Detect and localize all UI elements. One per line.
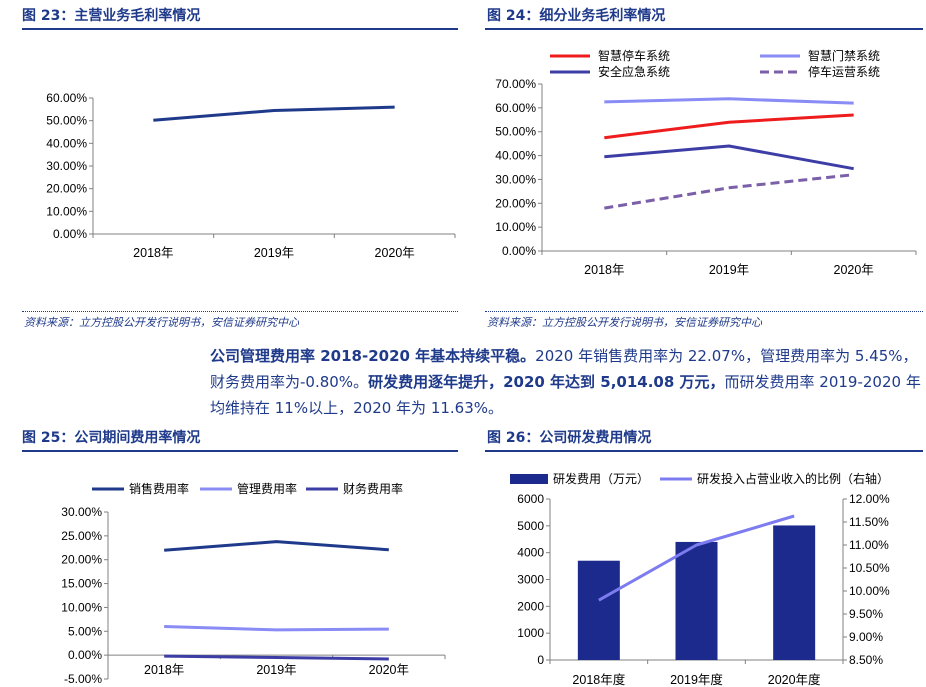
fig26-y-left-tick-label: 5000: [517, 519, 544, 533]
fig23-title: 图 23：主营业务毛利率情况: [22, 8, 201, 24]
fig23-y-tick-label: 40.00%: [46, 136, 87, 150]
fig24-series-line-4: [604, 173, 854, 210]
fig24-legend-label-4: 停车运营系统: [808, 64, 880, 79]
fig26-y-right-tick-label: 8.50%: [849, 653, 883, 667]
fig26-y-left-tick-label: 4000: [517, 546, 544, 560]
fig24-series-line-3: [604, 144, 854, 171]
fig26-bar-1: [577, 560, 620, 660]
fig23-y-tick-label: 10.00%: [46, 204, 87, 218]
fig23-y-tick-label: 50.00%: [46, 114, 87, 128]
fig24-y-tick-label: 70.00%: [495, 77, 536, 91]
fig26-y-left-tick-label: 0: [537, 653, 544, 667]
fig25-legend-label-2: 管理费用率: [237, 481, 297, 496]
para-text-2: 而研发费用率 2019-2020 年均维持在 11%以上，2020 年为 11.…: [210, 373, 921, 417]
fig26-y-right-tick-label: 10.50%: [849, 561, 890, 575]
fig25-legend-label-3: 财务费用率: [343, 481, 403, 496]
fig25-series-line-3: [164, 654, 389, 661]
fig26-chart: 0 1000 2000 3000 4000 5000 6000 8.50% 9.00% 9.50%…: [510, 471, 890, 687]
fig23-x-label: 2020年: [375, 246, 415, 260]
fig24-series-line-2: [604, 97, 854, 105]
fig26-bar-2: [675, 541, 718, 660]
fig25-y-tick-label: 20.00%: [61, 553, 102, 567]
fig23-y-tick-label: 20.00%: [46, 182, 87, 196]
fig24-series-line-1: [604, 113, 854, 140]
fig23-source: 资料来源：立方控股公开发行说明书，安信证券研究中心: [24, 316, 299, 329]
fig24-source: 资料来源：立方控股公开发行说明书，安信证券研究中心: [487, 316, 762, 329]
fig26-y-right-tick-label: 12.00%: [849, 492, 890, 506]
fig26-x-label: 2018年度: [572, 672, 625, 687]
fig26-y-left-tick-label: 2000: [517, 599, 544, 613]
fig26-legend-label-line: 研发投入占营业收入的比例（右轴）: [697, 471, 889, 486]
fig24-legend-label-1: 智慧停车系统: [598, 48, 670, 63]
fig25-x-label: 2020年: [369, 663, 409, 677]
fig26-y-right-tick-label: 9.00%: [849, 630, 883, 644]
fig26-legend-swatch-bar: [510, 474, 548, 484]
fig23-chart: 0.00% 10.00% 20.00% 30.00% 40.00% 50.00% 60.00…: [46, 91, 456, 260]
fig26-x-label: 2019年度: [670, 672, 723, 687]
fig26-y-right-tick-label: 11.00%: [849, 538, 889, 552]
fig24-x-label: 2019年: [709, 263, 749, 277]
para-text-1: 2020 年销售费用率为 22.07%，管理费用率为 5.45%，财务费用率为-…: [210, 347, 918, 391]
fig24-y-tick-label: 50.00%: [495, 125, 536, 139]
fig25-series-line-2: [164, 625, 389, 632]
para-bold-1: 公司管理费用率 2018-2020 年基本持续平稳。: [210, 347, 536, 365]
fig24-source-rule: [485, 311, 923, 312]
fig26-y-right-tick-label: 10.00%: [849, 584, 890, 598]
fig25-x-label: 2019年: [256, 663, 296, 677]
fig26-title: 图 26：公司研发费用情况: [487, 430, 652, 446]
fig23-y-tick-label: 60.00%: [46, 91, 87, 105]
fig25-y-tick-label: 15.00%: [61, 577, 102, 591]
fig23-y-tick-label: 30.00%: [46, 159, 87, 173]
fig25-y-tick-label: 30.00%: [61, 505, 102, 519]
fig24-y-tick-label: 0.00%: [502, 244, 536, 258]
fig26-y-left-tick-label: 3000: [517, 573, 544, 587]
fig24-y-tick-label: 20.00%: [495, 196, 536, 210]
fig26-x-label: 2020年度: [768, 672, 821, 687]
fig23-y-tick-label: 0.00%: [53, 227, 87, 241]
fig24-x-label: 2020年: [834, 263, 874, 277]
para-bold-2: 研发费用逐年提升，2020 年达到 5,014.08 万元，: [368, 373, 725, 391]
fig24-y-tick-label: 60.00%: [495, 101, 536, 115]
fig26-ratio-line: [598, 514, 795, 602]
fig26-y-left-tick-label: 1000: [517, 626, 544, 640]
fig25-x-label: 2018年: [144, 663, 184, 677]
fig25-y-tick-label: 5.00%: [68, 624, 102, 638]
fig23-title-rule: [22, 28, 458, 30]
fig26-y-right-tick-label: 9.50%: [849, 607, 883, 621]
fig23-x-label: 2018年: [133, 246, 173, 260]
fig23-source-rule: [22, 311, 458, 312]
fig25-legend-label-1: 销售费用率: [129, 481, 189, 496]
fig26-bar-3: [773, 525, 816, 660]
fig26-y-right-tick-label: 11.50%: [849, 515, 889, 529]
fig25-y-tick-label: 10.00%: [61, 600, 102, 614]
fig24-title-rule: [485, 28, 923, 30]
fig26-title-rule: [485, 450, 923, 452]
fig24-y-tick-label: 40.00%: [495, 149, 536, 163]
fig24-y-tick-label: 10.00%: [495, 220, 536, 234]
fig25-series-line-1: [164, 540, 389, 552]
fig25-title: 图 25：公司期间费用率情况: [22, 430, 201, 446]
fig26-legend-label-bar: 研发费用（万元）: [553, 471, 649, 486]
fig23-x-label: 2019年: [254, 246, 294, 260]
fig26-y-left-tick-label: 6000: [517, 492, 544, 506]
fig24-chart: 0.00% 10.00% 20.00% 30.00% 40.00% 50.00% 60.00…: [495, 48, 917, 277]
fig25-title-rule: [22, 450, 458, 452]
fig25-y-tick-label: -5.00%: [64, 672, 102, 686]
analysis-paragraph: 公司管理费用率 2018-2020 年基本持续平稳。2020 年销售费用率为 2…: [210, 343, 926, 421]
fig23-series-line: [153, 105, 395, 122]
fig24-x-label: 2018年: [584, 263, 624, 277]
fig24-legend-label-2: 智慧门禁系统: [808, 48, 880, 63]
fig25-y-tick-label: 0.00%: [68, 648, 102, 662]
fig25-y-tick-label: 25.00%: [61, 529, 102, 543]
fig24-legend-label-3: 安全应急系统: [598, 64, 670, 79]
fig25-chart: -5.00% 0.00% 5.00% 10.00% 15.00% 20.00% 25.00%…: [61, 481, 446, 686]
fig24-title: 图 24：细分业务毛利率情况: [487, 8, 666, 24]
fig24-y-tick-label: 30.00%: [495, 172, 536, 186]
